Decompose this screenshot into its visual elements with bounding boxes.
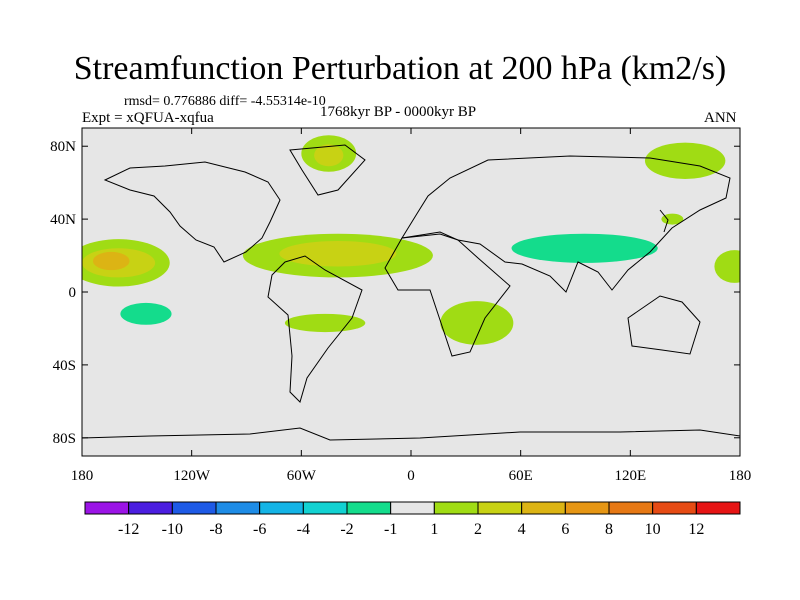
lat-label: 40S <box>53 358 76 374</box>
lon-label: 120E <box>614 468 646 484</box>
colorbar-box-13 <box>652 501 697 515</box>
contour-region-8 <box>92 251 130 271</box>
colorbar-box-7 <box>390 501 435 515</box>
lat-label: 0 <box>69 285 77 301</box>
stats-label: rmsd= 0.776886 diff= -4.55314e-10 <box>124 94 326 109</box>
colorbar-label: -12 <box>118 521 139 538</box>
contour-region-3 <box>411 144 499 178</box>
lon-label: 180 <box>729 468 752 484</box>
longitude-labels: 180 120W 60W 0 60E 120E 180 <box>71 468 752 484</box>
colorbar-box-11 <box>564 501 610 515</box>
colorbar-box-8 <box>433 501 479 515</box>
colorbar-label: -4 <box>297 521 310 538</box>
colorbar-label: 10 <box>645 521 661 538</box>
colorbar-label: 6 <box>561 521 569 538</box>
contour-region-17 <box>284 313 366 333</box>
colorbar-boxes <box>84 501 741 515</box>
contour-region-0 <box>644 142 726 180</box>
coast-japan <box>659 209 669 233</box>
colorbar-label: -2 <box>340 521 353 538</box>
coast-eurasia <box>401 155 731 293</box>
map-panel: 80N 40N 0 40S 80S 180 120W 60W 0 60E 120E 180 <box>50 127 752 484</box>
contour-region-16 <box>120 302 172 325</box>
colorbar-box-5 <box>302 501 348 515</box>
latitude-labels: 80N 40N 0 40S 80S <box>50 139 76 447</box>
contour-region-2 <box>314 144 344 167</box>
contour-region-12 <box>511 233 658 263</box>
experiment-label: Expt = xQFUA-xqfua <box>82 110 214 126</box>
coast-south-america <box>267 255 363 403</box>
colorbar-box-2 <box>171 501 217 515</box>
season-label: ANN <box>704 110 737 126</box>
colorbar-box-1 <box>128 501 173 515</box>
coast-greenland <box>289 144 366 196</box>
lon-label: 0 <box>407 468 415 484</box>
colorbar-label: -10 <box>162 521 183 538</box>
colorbar-box-12 <box>608 501 654 515</box>
colorbar-labels: -12 -10 -8 -6 -4 -2 -1 1 2 4 6 8 10 12 <box>118 521 704 538</box>
colorbar: -12 -10 -8 -6 -4 -2 -1 1 2 4 6 8 10 12 <box>84 501 741 538</box>
lon-label: 60W <box>287 468 317 484</box>
colorbar-label: 4 <box>518 521 526 538</box>
period-label: 1768kyr BP - 0000kyr BP <box>320 104 477 120</box>
lon-label: 180 <box>71 468 94 484</box>
contour-region-4 <box>359 186 433 216</box>
plot-title: Streamfunction Perturbation at 200 hPa (… <box>73 50 727 87</box>
colorbar-box-14 <box>695 501 741 515</box>
coast-north-america <box>103 161 281 263</box>
colorbar-label: -1 <box>384 521 397 538</box>
colorbar-box-3 <box>215 501 261 515</box>
colorbar-label: -6 <box>253 521 266 538</box>
colorbar-label: 2 <box>474 521 482 538</box>
map-background <box>82 128 740 456</box>
contour-region-18 <box>440 301 514 345</box>
contour-region-14 <box>714 250 740 283</box>
contour-region-5 <box>82 195 137 229</box>
colorbar-label: 12 <box>688 521 704 538</box>
colorbar-box-4 <box>259 501 304 515</box>
coastlines <box>82 144 740 441</box>
lat-label: 80N <box>50 139 76 155</box>
colorbar-label: 1 <box>430 521 438 538</box>
coast-australia <box>627 295 701 355</box>
contour-region-10 <box>279 240 397 267</box>
colorbar-box-6 <box>346 501 392 515</box>
colorbar-box-10 <box>521 501 566 515</box>
colorbar-label: 8 <box>605 521 613 538</box>
coast-africa <box>384 231 511 357</box>
colorbar-label: -8 <box>209 521 222 538</box>
axis-ticks <box>81 128 741 456</box>
coast-antarctica <box>82 427 740 441</box>
colorbar-box-0 <box>84 501 130 515</box>
lat-label: 80S <box>53 431 76 447</box>
lat-label: 40N <box>50 212 76 228</box>
lon-label: 60E <box>509 468 533 484</box>
colorbar-box-9 <box>477 501 523 515</box>
lon-label: 120W <box>173 468 211 484</box>
